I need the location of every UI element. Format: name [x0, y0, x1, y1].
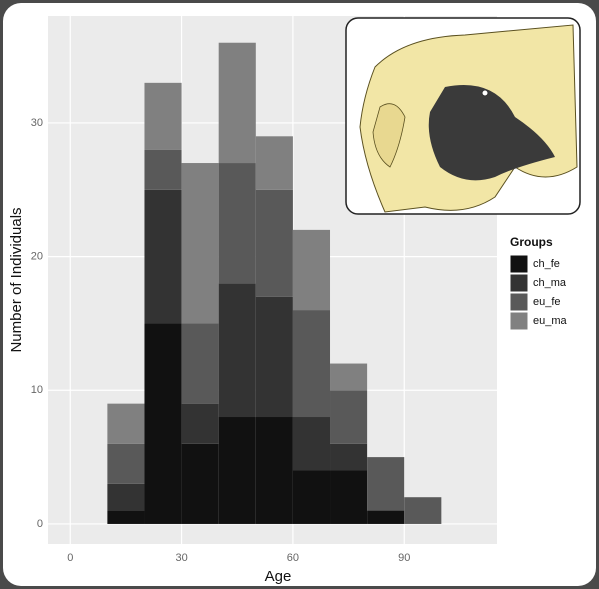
- page: Age Number of Individuals 0 10 20 30 0 30 60 90…: [0, 0, 599, 589]
- bar-segment: [219, 43, 256, 163]
- bar-segment: [256, 136, 293, 189]
- bar-segment: [182, 163, 219, 323]
- legend-swatch: [510, 255, 528, 273]
- bar-segment: [330, 444, 367, 471]
- legend-label: eu_fe: [533, 296, 561, 308]
- legend-label: ch_fe: [533, 258, 560, 270]
- card: Age Number of Individuals 0 10 20 30 0 30 60 90…: [3, 3, 596, 586]
- bar-segment: [293, 417, 330, 470]
- bar-segment: [107, 484, 144, 511]
- y-axis-label: Number of Individuals: [8, 207, 25, 352]
- bar-segment: [367, 457, 404, 510]
- bar-segment: [219, 283, 256, 417]
- bar-segment: [330, 390, 367, 443]
- y-tick-label: 20: [31, 251, 43, 263]
- legend-title: Groups: [510, 235, 553, 249]
- legend-swatch: [510, 293, 528, 311]
- bar-segment: [219, 417, 256, 524]
- bar-segment: [293, 470, 330, 523]
- bar-segment: [293, 230, 330, 310]
- bar-segment: [144, 83, 181, 150]
- x-tick-label: 30: [175, 552, 187, 564]
- legend-swatch: [510, 274, 528, 292]
- inset-image: [345, 17, 581, 217]
- x-tick-label: 60: [287, 552, 299, 564]
- bar-segment: [107, 444, 144, 484]
- bar-segment: [144, 323, 181, 524]
- y-tick-label: 30: [31, 117, 43, 129]
- bar-segment: [330, 470, 367, 523]
- bar-segment: [256, 297, 293, 417]
- legend-label: ch_ma: [533, 277, 567, 289]
- bar-segment: [330, 364, 367, 391]
- bar-segment: [144, 190, 181, 324]
- bar-segment: [107, 404, 144, 444]
- bar-segment: [144, 150, 181, 190]
- bar-segment: [256, 190, 293, 297]
- bar-segment: [404, 497, 441, 524]
- bar-segment: [219, 163, 256, 283]
- bar-segment: [182, 444, 219, 524]
- x-axis-label: Age: [265, 568, 292, 585]
- bar-segment: [367, 511, 404, 524]
- legend-swatch: [510, 312, 528, 330]
- bar-segment: [182, 404, 219, 444]
- bar-segment: [293, 310, 330, 417]
- bar-segment: [182, 323, 219, 403]
- x-tick-label: 90: [398, 552, 410, 564]
- bar-segment: [107, 511, 144, 524]
- y-tick-label: 0: [37, 518, 43, 530]
- legend-label: eu_ma: [533, 315, 568, 327]
- y-tick-label: 10: [31, 384, 43, 396]
- x-tick-label: 0: [67, 552, 73, 564]
- bar-segment: [256, 417, 293, 524]
